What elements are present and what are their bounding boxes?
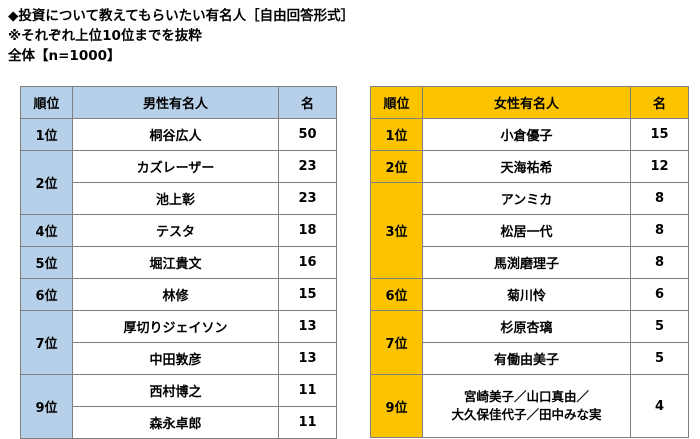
table-row: 6位 菊川怜 6 [370,278,689,311]
rank-cell: 1位 [20,118,73,151]
rank-cell: 1位 [370,118,423,151]
table-row: 1位 桐谷広人 50 [20,118,337,151]
table-row: 5位 堀江貴文 16 [20,246,337,279]
count-cell: 8 [630,246,689,279]
count-cell: 8 [630,214,689,247]
table-row: 7位 杉原杏璃 5 [370,310,689,375]
count-cell: 12 [630,150,689,183]
name-cell: 小倉優子 [422,118,631,151]
male-ranking-table: 順位 男性有名人 名 1位 桐谷広人 50 2位 カズレーザー 23 池上彰 2… [20,86,337,439]
name-cell: 馬渕磨理子 [422,246,631,279]
rank-cell: 9位 [20,374,73,439]
table-row: 3位 アンミカ 8 [370,182,689,279]
survey-note: ※それぞれ上位10位までを抜粋 [8,28,202,44]
count-cell: 15 [278,278,337,311]
name-cell: 池上彰 [72,182,279,215]
name-column-header: 男性有名人 [72,86,279,119]
name-cell: テスタ [72,214,279,247]
table-row: 池上彰 23 [21,182,337,215]
table-row: 2位 天海祐希 12 [370,150,689,183]
count-cell: 23 [278,182,337,215]
count-cell: 13 [278,310,337,343]
table-row: 7位 厚切りジェイソン 13 [20,310,337,375]
count-cell: 5 [630,342,689,375]
table-row: 有働由美子 5 [371,342,689,375]
rank-cell: 6位 [20,278,73,311]
name-cell: 天海祐希 [422,150,631,183]
name-cell: 宮崎美子／山口真由／ 大久保佳代子／田中みな実 [422,374,631,438]
count-cell: 4 [630,374,689,438]
name-line: 宮崎美子／山口真由／ [463,389,589,404]
table-row: 9位 西村博之 11 [20,374,337,439]
count-cell: 6 [630,278,689,311]
count-cell: 5 [630,310,689,343]
name-cell: 桐谷広人 [72,118,279,151]
name-cell: 菊川怜 [422,278,631,311]
table-header-row: 順位 男性有名人 名 [20,86,337,119]
name-column-header: 女性有名人 [422,86,631,119]
table-row: 4位 テスタ 18 [20,214,337,247]
count-cell: 23 [278,150,337,183]
female-ranking-table: 順位 女性有名人 名 1位 小倉優子 15 2位 天海祐希 12 3位 アンミカ… [370,86,689,438]
name-cell: 森永卓郎 [72,406,279,439]
name-cell: 中田敦彦 [72,342,279,375]
name-line: 大久保佳代子／田中みな実 [451,407,602,422]
name-cell: 厚切りジェイソン [72,310,279,343]
count-cell: 18 [278,214,337,247]
name-cell: 西村博之 [72,374,279,407]
rank-cell: 3位 [370,182,423,279]
name-cell: 杉原杏璃 [422,310,631,343]
sample-size: 全体【n=1000】 [8,48,121,64]
count-cell: 16 [278,246,337,279]
count-column-header: 名 [630,86,689,119]
count-cell: 11 [278,406,337,439]
count-cell: 15 [630,118,689,151]
rank-cell: 7位 [370,310,423,375]
name-cell: アンミカ [422,182,631,215]
name-cell: 有働由美子 [422,342,631,375]
count-cell: 50 [278,118,337,151]
rank-column-header: 順位 [370,86,423,119]
survey-header: ◆投資について教えてもらいたい有名人［自由回答形式］ ※それぞれ上位10位までを… [8,6,354,66]
rank-cell: 9位 [370,374,423,438]
name-cell: 林修 [72,278,279,311]
name-cell: 松居一代 [422,214,631,247]
rank-cell: 2位 [20,150,73,215]
table-row: 2位 カズレーザー 23 [20,150,337,215]
count-column-header: 名 [278,86,337,119]
rank-cell: 6位 [370,278,423,311]
count-cell: 8 [630,182,689,215]
table-row: 9位 宮崎美子／山口真由／ 大久保佳代子／田中みな実 4 [370,374,689,438]
count-cell: 11 [278,374,337,407]
rank-cell: 2位 [370,150,423,183]
rank-cell: 4位 [20,214,73,247]
table-header-row: 順位 女性有名人 名 [370,86,689,119]
rank-column-header: 順位 [20,86,73,119]
name-cell: カズレーザー [72,150,279,183]
table-row: 松居一代 8 [371,214,689,247]
table-row: 6位 林修 15 [20,278,337,311]
count-cell: 13 [278,342,337,375]
survey-title: ◆投資について教えてもらいたい有名人［自由回答形式］ [8,8,355,24]
name-cell: 堀江貴文 [72,246,279,279]
rank-cell: 7位 [20,310,73,375]
rank-cell: 5位 [20,246,73,279]
table-row: 1位 小倉優子 15 [370,118,689,151]
